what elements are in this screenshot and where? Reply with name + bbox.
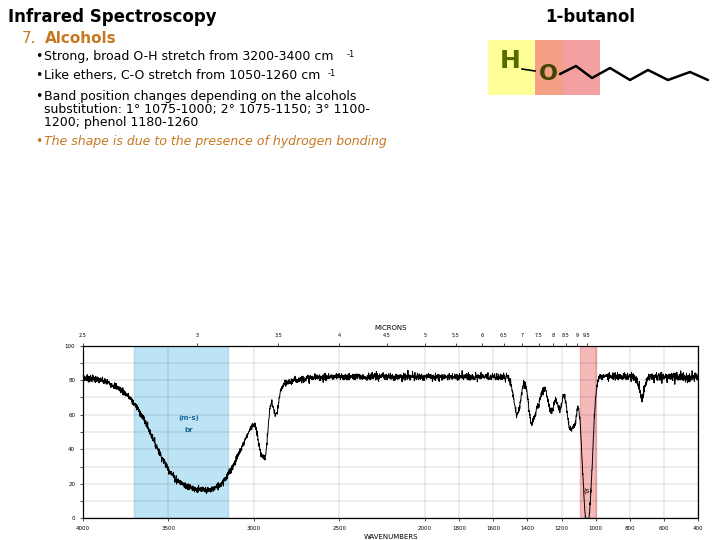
Text: Infrared Spectroscopy: Infrared Spectroscopy <box>8 8 217 26</box>
Text: O: O <box>539 64 557 84</box>
X-axis label: MICRONS: MICRONS <box>374 325 407 331</box>
Text: •: • <box>35 69 42 82</box>
Text: H: H <box>500 49 521 73</box>
FancyBboxPatch shape <box>535 40 600 95</box>
Bar <box>580 346 596 518</box>
X-axis label: WAVENUMBERS: WAVENUMBERS <box>364 534 418 540</box>
Bar <box>134 346 228 518</box>
Text: -1: -1 <box>328 69 336 78</box>
Text: br: br <box>184 427 193 433</box>
Text: 1200; phenol 1180-1260: 1200; phenol 1180-1260 <box>44 116 199 129</box>
Text: •: • <box>35 50 42 63</box>
Text: -1: -1 <box>347 50 355 59</box>
FancyBboxPatch shape <box>488 40 563 95</box>
Text: (m-s): (m-s) <box>179 415 199 421</box>
Text: Band position changes depending on the alcohols: Band position changes depending on the a… <box>44 90 356 103</box>
Text: Like ethers, C-O stretch from 1050-1260 cm: Like ethers, C-O stretch from 1050-1260 … <box>44 69 320 82</box>
Text: The shape is due to the presence of hydrogen bonding: The shape is due to the presence of hydr… <box>44 135 387 148</box>
Text: 7.: 7. <box>22 31 37 46</box>
Text: 1-butanol: 1-butanol <box>545 8 635 26</box>
Text: •: • <box>35 90 42 103</box>
Text: Strong, broad O-H stretch from 3200-3400 cm: Strong, broad O-H stretch from 3200-3400… <box>44 50 333 63</box>
Text: Alcohols: Alcohols <box>45 31 117 46</box>
Text: (s): (s) <box>584 487 593 494</box>
Text: •: • <box>35 135 42 148</box>
Text: substitution: 1° 1075-1000; 2° 1075-1150; 3° 1100-: substitution: 1° 1075-1000; 2° 1075-1150… <box>44 103 370 116</box>
